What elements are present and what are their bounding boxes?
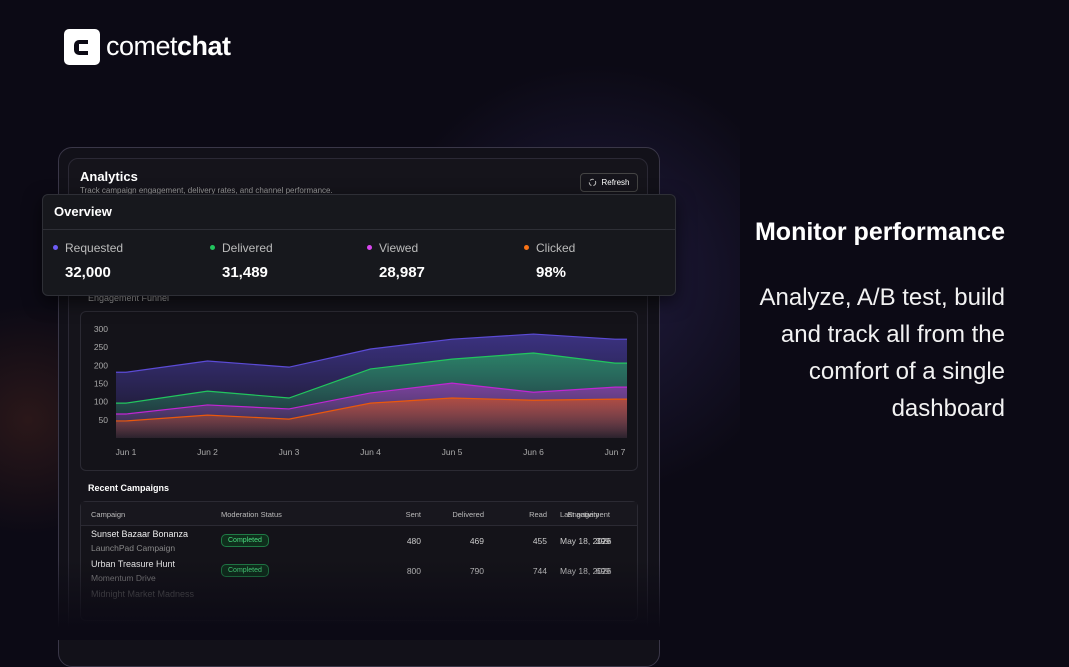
- fade: [0, 560, 700, 640]
- stat-dot: [524, 245, 529, 250]
- line: [116, 333, 627, 373]
- stat-dot: [210, 245, 215, 250]
- stat-value: 32,000: [65, 264, 111, 281]
- column-header: Sent: [405, 510, 421, 519]
- panel-title: Analytics: [80, 169, 138, 184]
- x-tick-label: Jun 6: [523, 447, 544, 457]
- area: [116, 398, 627, 438]
- stat-label: Delivered: [222, 241, 273, 255]
- chart-title: Engagement Funnel: [88, 293, 170, 303]
- header-row: [81, 502, 637, 526]
- logo-icon: [64, 29, 100, 65]
- panel-subtitle: Track campaign engagement, delivery rate…: [80, 186, 333, 195]
- campaigns-title: Recent Campaigns: [88, 483, 170, 493]
- y-tick-label: 200: [94, 360, 108, 370]
- page: cometchat Monitor performance Analyze, A…: [0, 29, 1005, 667]
- cell-number: 399: [595, 536, 610, 546]
- y-tick-label: 50: [99, 415, 109, 425]
- line: [116, 352, 627, 404]
- stat-label: Viewed: [379, 241, 419, 255]
- stat-value: 28,987: [379, 264, 425, 281]
- cell-number: 469: [469, 536, 484, 546]
- x-tick-label: Jun 5: [442, 447, 463, 457]
- logo-text: cometchat: [106, 31, 231, 62]
- campaign-group: LaunchPad Campaign: [91, 543, 176, 553]
- refresh-label: Refresh: [601, 178, 630, 187]
- x-tick-label: Jun 7: [605, 447, 626, 457]
- stat-dot: [367, 245, 372, 250]
- refresh-icon: [589, 178, 597, 187]
- x-tick-label: Jun 3: [279, 447, 300, 457]
- hero-body: Analyze, A/B test, build and track all f…: [759, 284, 1005, 422]
- stat-label: Clicked: [536, 241, 576, 255]
- stat-value: 31,489: [222, 264, 268, 281]
- column-header: Read: [529, 510, 547, 519]
- column-header: Engagement: [567, 510, 610, 519]
- logo-light: comet: [106, 31, 178, 61]
- y-tick-label: 100: [94, 397, 108, 407]
- cell-date: May 18, 2026: [560, 536, 612, 546]
- x-tick-label: Jun 2: [197, 447, 218, 457]
- status-badge: Completed: [221, 534, 269, 547]
- hero-heading: Monitor performance: [754, 218, 1005, 246]
- x-tick-label: Jun 4: [360, 447, 381, 457]
- cell-number: 455: [532, 536, 547, 546]
- refresh-button[interactable]: Refresh: [580, 173, 638, 192]
- column-header: Delivered: [452, 510, 484, 519]
- overview-card: Overview Requested 32,000 Delivered 31,489 V…: [42, 194, 676, 296]
- stat-value: 98%: [536, 264, 567, 281]
- line: [116, 397, 627, 422]
- column-header: Last activity: [560, 510, 600, 519]
- y-tick-label: 250: [94, 342, 108, 352]
- y-tick-label: 300: [94, 324, 108, 334]
- stat-label: Requested: [65, 241, 124, 255]
- line: [116, 382, 627, 415]
- x-tick-label: Jun 1: [116, 447, 137, 457]
- chart-card: 50 100 150 200 250 300 Jun 1 Jun 2 Jun 3 Jun 4 Jun…: [80, 311, 638, 471]
- campaign-name: Sunset Bazaar Bonanza: [91, 529, 189, 539]
- chart: 50 100 150 200 250 300 Jun 1 Jun 2 Jun 3 Jun 4 Jun…: [94, 324, 627, 457]
- overview-title: Overview: [54, 204, 112, 219]
- stat-dot: [53, 245, 58, 250]
- column-header: Campaign: [91, 510, 126, 519]
- cell-number: 480: [406, 536, 421, 546]
- y-tick-label: 150: [94, 379, 108, 389]
- column-header: Moderation Status: [221, 510, 282, 519]
- logo-bold: chat: [177, 31, 231, 61]
- divider: [43, 229, 675, 230]
